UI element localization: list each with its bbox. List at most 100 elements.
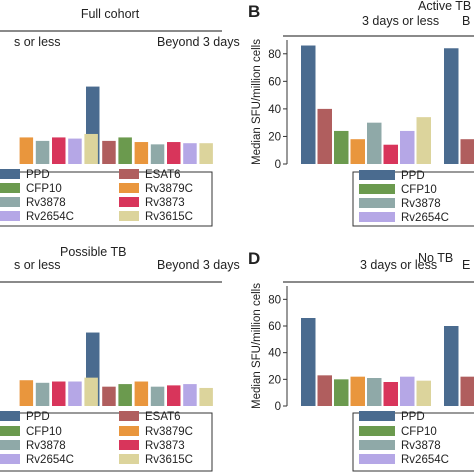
legend-label: Rv2654C [26,211,74,223]
legend-swatch-Rv3878 [359,198,395,208]
y-axis-label: Median SFU/million cells [251,283,263,409]
legend-swatch-PPD [0,169,20,179]
y-axis-label: Median SFU/million cells [251,39,263,165]
legend-swatch-Rv2654C [0,211,20,221]
legend-swatch-Rv3873 [119,440,139,450]
legend-label: PPD [26,411,50,423]
bar-Rv2654C-early [68,381,82,406]
bar-ESAT6-late [102,386,116,406]
bar-Rv3873-early [52,137,66,164]
bar-Rv3873-early [383,382,398,406]
bar-ESAT6-late [460,139,474,164]
legend-label: CFP10 [401,426,437,438]
legend-label: Rv3615C [145,211,193,223]
bar-Rv3879C-late [134,142,149,164]
bar-Rv3878-early [367,122,382,164]
legend-label: Rv2654C [401,212,449,224]
y-tick-label: 40 [268,348,281,360]
group-label: B [462,14,470,28]
bar-Rv3878-early [367,378,382,406]
y-tick-label: 0 [275,401,281,413]
legend-label: CFP10 [26,426,62,438]
group-label: s or less [14,35,61,49]
legend-swatch-ESAT6 [119,411,139,421]
y-tick-label: 80 [268,294,281,306]
legend-swatch-Rv3878 [0,197,20,207]
legend-swatch-CFP10 [0,183,20,193]
bar-Rv3879C-early [19,380,34,406]
bar-ESAT6-early [317,108,332,164]
legend-label: ESAT6 [145,169,181,181]
bar-Rv3615C-early [84,133,98,164]
legend-label: PPD [401,170,425,182]
bar-Rv3615C-late [199,387,213,406]
legend-swatch-Rv3615C [119,454,139,464]
legend-swatch-CFP10 [359,184,395,194]
bar-Rv3878-late [150,144,165,164]
bar-Rv3879C-early [19,137,34,164]
legend-swatch-CFP10 [0,426,20,436]
legend-box [352,171,474,227]
y-tick-label: 20 [268,374,281,386]
bar-Rv3873-late [167,385,181,406]
legend-box [352,412,474,472]
bar-PPD-late [444,48,459,165]
bar-Rv3878-early [35,382,50,406]
legend-box [0,171,213,227]
bar-CFP10-late [118,137,132,164]
legend-swatch-CFP10 [359,426,395,436]
legend-swatch-Rv2654C [359,454,395,464]
legend-label: Rv3879C [145,183,193,195]
legend-swatch-PPD [359,170,395,180]
legend-label: CFP10 [401,184,437,196]
legend-label: Rv3878 [26,197,66,209]
legend-swatch-Rv3878 [0,440,20,450]
bar-Rv3615C-late [199,143,213,164]
bar-Rv3615C-early [416,117,431,164]
legend-swatch-PPD [0,411,20,421]
bar-CFP10-early [334,130,349,164]
bar-Rv2654C-late [183,384,197,406]
y-tick-label: 60 [268,76,281,88]
bar-CFP10-early [334,379,349,406]
legend-box [0,412,213,472]
legend-label: PPD [26,169,50,181]
panel-A: Full cohort s or less Beyond 3 days PPD ESAT… [0,7,240,227]
panel-title: No TB [418,251,453,265]
legend-label: Rv2654C [26,454,74,466]
legend-swatch-Rv3878 [359,440,395,450]
group-label: Beyond 3 days [157,35,240,49]
legend-label: Rv3878 [26,440,66,452]
legend-swatch-Rv3873 [119,197,139,207]
bar-Rv2654C-early [400,130,415,164]
bar-Rv3615C-early [416,380,431,406]
panel-D: D No TB3 days or less E 0 20 40 60 80 Median SFU… [248,249,474,472]
panel-C: Possible TBs or less Beyond 3 days PPD ESAT… [0,245,240,472]
bar-ESAT6-late [102,140,116,164]
legend-swatch-PPD [359,411,395,421]
panel-title: Possible TB [60,245,126,259]
group-label: Beyond 3 days [157,258,240,272]
bar-CFP10-late [118,384,132,406]
panel-letter: B [248,2,260,21]
bar-PPD-late [444,326,459,406]
bar-Rv3615C-early [84,377,98,406]
y-tick-label: 40 [268,104,281,116]
legend-label: Rv3878 [401,198,441,210]
legend-label: Rv3615C [145,454,193,466]
legend-label: PPD [401,411,425,423]
legend-label: Rv3873 [145,197,185,209]
legend-swatch-Rv3879C [119,426,139,436]
bar-Rv3878-late [150,386,165,406]
y-tick-label: 20 [268,131,281,143]
bar-Rv3879C-early [350,139,365,164]
legend-swatch-Rv3879C [119,183,139,193]
bar-Rv3879C-early [350,376,365,406]
bar-Rv2654C-late [183,143,197,164]
legend-label: ESAT6 [145,411,181,423]
bar-Rv3879C-late [134,381,149,406]
y-tick-label: 60 [268,321,281,333]
legend-swatch-Rv3615C [119,211,139,221]
panel-title: Active TB [418,0,471,13]
